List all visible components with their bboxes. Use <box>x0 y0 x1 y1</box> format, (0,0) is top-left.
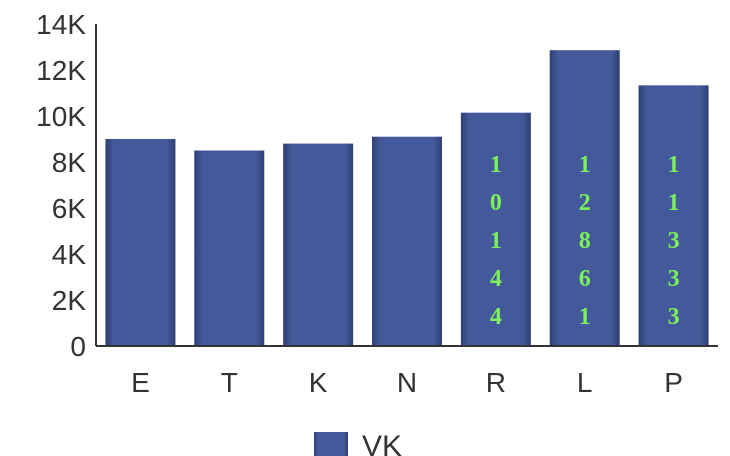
x-tick-label: E <box>131 367 150 398</box>
legend-label-vk: VK <box>362 430 402 456</box>
x-tick-label: K <box>309 367 328 398</box>
data-labels: 1 0 1 4 4 1 2 8 6 1 1 1 3 3 3 <box>490 152 680 330</box>
y-tick-label: 0 <box>70 331 86 362</box>
legend-swatch <box>314 432 348 456</box>
y-tick-label: 4K <box>52 239 87 270</box>
y-tick-label: 2K <box>52 285 87 316</box>
bar-k <box>283 143 354 346</box>
x-tick-label: R <box>486 367 506 398</box>
y-tick-label: 10K <box>36 101 86 132</box>
x-tick-label: L <box>577 367 593 398</box>
bar-e <box>105 139 176 346</box>
bar-l <box>549 50 620 347</box>
y-tick-label: 12K <box>36 55 86 86</box>
y-tick-label: 14K <box>36 9 86 40</box>
y-axis: 0 2K 4K 6K 8K 10K 12K 14K <box>36 9 97 362</box>
bar-n <box>372 136 442 346</box>
x-tick-label: P <box>664 367 683 398</box>
y-tick-label: 6K <box>52 193 87 224</box>
legend: VK <box>314 430 402 456</box>
bar-r <box>460 112 531 346</box>
bar-t <box>194 150 265 346</box>
bar-p <box>638 85 709 346</box>
y-tick-label: 8K <box>52 147 87 178</box>
x-tick-label: T <box>221 367 238 398</box>
bars <box>105 50 709 347</box>
x-tick-label: N <box>397 367 417 398</box>
